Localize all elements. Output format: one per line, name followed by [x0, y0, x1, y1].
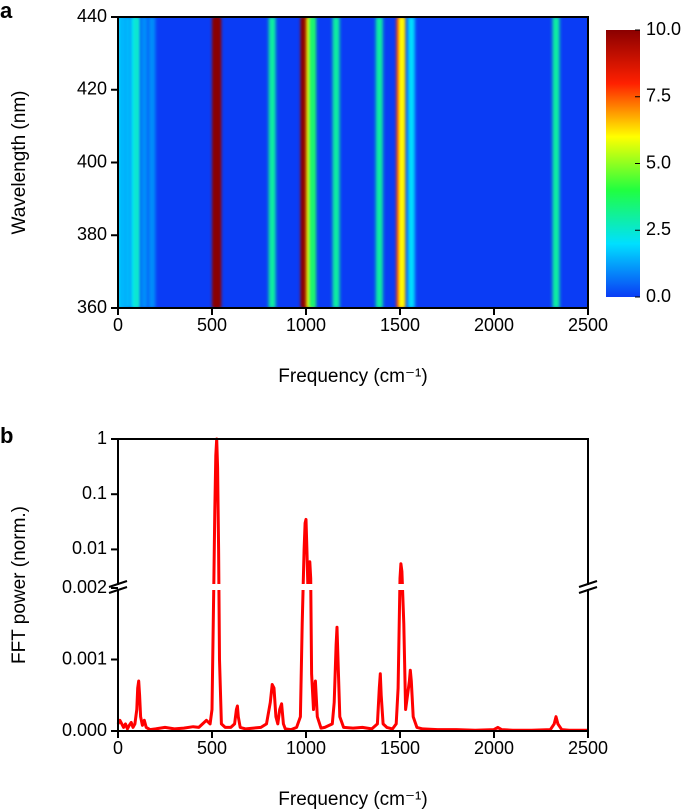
heatmap-cells	[118, 17, 560, 308]
x-tick-label: 1000	[286, 738, 326, 758]
x-axis-title: Frequency (cm⁻¹)	[278, 366, 427, 387]
y-tick-label: 400	[77, 151, 107, 171]
colorbar-tick-label: 10.0	[646, 19, 681, 39]
y-axis-title: FFT power (norm.)	[9, 506, 30, 664]
x-tick-label: 1000	[286, 315, 326, 335]
x-tick-label: 2500	[568, 315, 608, 335]
axis-break-mark	[108, 586, 128, 594]
heatmap-stripe	[407, 17, 415, 308]
axis-break-gap	[584, 585, 592, 589]
panel-label: a	[0, 0, 13, 23]
colorbar-tick-label: 7.5	[646, 86, 671, 106]
y-axis-title: Wavelength (nm)	[9, 91, 30, 235]
heatmap-stripe	[552, 17, 560, 308]
x-tick-label: 0	[113, 738, 123, 758]
y-tick-label: 0.01	[72, 538, 107, 558]
colorbar-tick-label: 2.5	[646, 219, 671, 239]
x-axis-title: Frequency (cm⁻¹)	[278, 789, 427, 810]
x-tick-label: 1500	[380, 315, 420, 335]
heatmap-stripe	[140, 17, 148, 308]
x-tick-label: 0	[113, 315, 123, 335]
spectrum-line	[116, 437, 588, 732]
y-tick-label: 0.1	[82, 483, 107, 503]
y-tick-label: 380	[77, 224, 107, 244]
x-tick-label: 500	[197, 315, 227, 335]
x-tick-label: 2000	[474, 738, 514, 758]
colorbar-tick-label: 0.0	[646, 286, 671, 306]
axis-break-mark	[578, 586, 598, 594]
axis-break-mark	[108, 580, 128, 588]
y-tick-label: 0.002	[62, 577, 107, 597]
y-tick-label: 360	[77, 297, 107, 317]
axis-break-gap	[108, 584, 598, 590]
heatmap-stripe	[148, 17, 156, 308]
heatmap-background	[118, 17, 588, 308]
heatmap-stripe	[214, 17, 222, 308]
heatmap-stripe	[119, 17, 127, 308]
heatmap-stripe	[123, 17, 131, 308]
x-tick-label: 2500	[568, 738, 608, 758]
heatmap-stripe	[375, 17, 383, 308]
heatmap-stripe	[398, 17, 406, 308]
x-tick-label: 500	[197, 738, 227, 758]
heatmap-stripe	[332, 17, 340, 308]
y-tick-label: 420	[77, 79, 107, 99]
y-tick-label: 0.000	[62, 720, 107, 740]
heatmap-stripe	[268, 17, 276, 308]
x-tick-label: 1500	[380, 738, 420, 758]
y-tick-label: 0.001	[62, 648, 107, 668]
axis-break-mark	[578, 580, 598, 588]
heatmap-stripe	[309, 17, 317, 308]
heatmap-stripe	[133, 17, 141, 308]
panel-label: b	[0, 423, 13, 448]
colorbar	[606, 30, 640, 297]
y-tick-label: 440	[77, 6, 107, 26]
colorbar-tick-label: 5.0	[646, 152, 671, 172]
x-tick-label: 2000	[474, 315, 514, 335]
y-tick-label: 1	[97, 428, 107, 448]
